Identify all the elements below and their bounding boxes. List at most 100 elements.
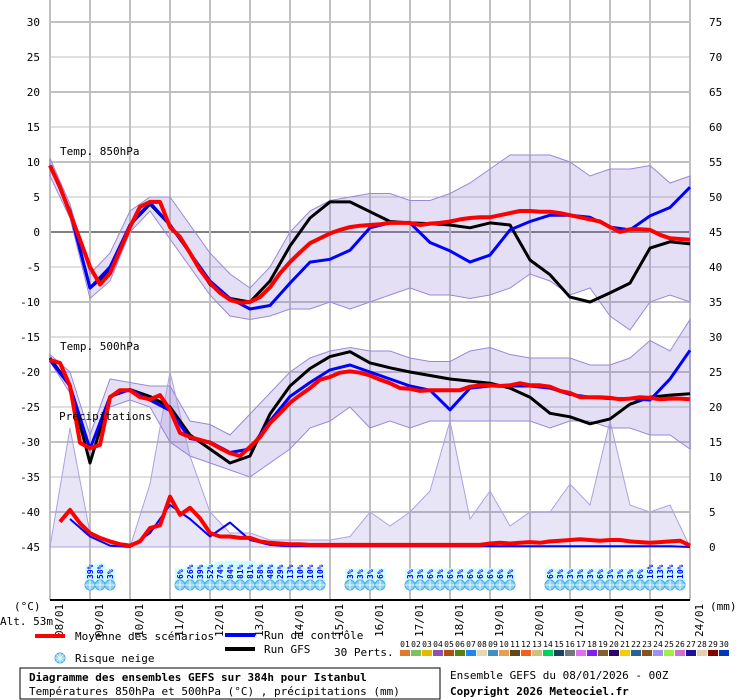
precip-mean-line [58,494,691,548]
snowflake-icon-arms [485,580,495,590]
snowflake-icon [274,579,286,591]
snowflake-icon-arms [275,580,285,590]
snow-risk-bar [545,568,555,583]
legend-perts-label: 30 Perts. [334,646,394,659]
snowflake-icon [104,579,116,591]
snowflake-icon-arms [195,580,205,590]
snowflake-icon [94,579,106,591]
legend-control-swatch [225,633,255,637]
perturbation-legend-swatch [510,650,520,656]
snowflake-icon [594,579,606,591]
snowflake-icon [424,579,436,591]
snow-risk-percent: 74% [216,564,225,579]
snow-risk-bar [615,568,625,583]
snowflake-icon [604,579,616,591]
snow-risk-bar [85,565,95,583]
left-axis-tick-label: -35 [20,471,40,484]
snow-risk-percent: 39% [86,564,95,579]
snow-risk-bar [555,568,565,583]
snowflake-icon-arms [345,580,355,590]
snowflake-icon [654,579,666,591]
snow-risk-percent: 13% [286,564,295,579]
snowflake-icon-arms [415,580,425,590]
snowflake-icon [624,579,636,591]
snow-risk-percent: 81% [236,564,245,579]
perturbation-legend-label: 06 [455,640,465,649]
snow-risk-percent: 26% [186,564,195,579]
snow-risk-bar [215,561,225,583]
legend-snow-label: Risque neige [75,652,154,665]
perturbation-legend-swatch [653,650,663,656]
snowflake-icon-arms [455,580,465,590]
snow-risk-percent: 16% [646,564,655,579]
snowflake-icon [214,579,226,591]
snow-risk-percent: 6% [376,569,385,579]
snowflake-icon [484,579,496,591]
x-axis-date-label: 20/01 [533,604,546,637]
snowflake-icon-arms [105,580,115,590]
snowflake-icon-arms [445,580,455,590]
snowflake-icon-arms [545,580,555,590]
snow-risk-bar [265,564,275,583]
snow-risk-percent: 13% [656,564,665,579]
x-axis-date-label: 17/01 [413,604,426,637]
snowflake-icon-arms [425,580,435,590]
left-axis-tick-label: -20 [20,366,40,379]
snowflake-icon [454,579,466,591]
snow-risk-bar [305,568,315,583]
left-axis-tick-label: -10 [20,296,40,309]
snowflake-icon [354,579,366,591]
snowflake-icon-arms [265,580,275,590]
snowflake-icon-arms [95,580,105,590]
snow-risk-bar [355,568,365,583]
snowflake-icon-arms [355,580,365,590]
snowflake-icon-arms [625,580,635,590]
snow-risk-percent: 3% [586,569,595,579]
perturbation-legend-label: 25 [664,640,674,649]
left-axis-tick-label: 15 [27,121,40,134]
snowflake-icon [174,579,186,591]
left-axis-tick-label: -25 [20,401,40,414]
right-axis-tick-label: 40 [709,261,722,274]
snow-risk-bar [275,566,285,583]
snow-risk-percent: 6% [176,569,185,579]
perturbation-legend-swatch [675,650,685,656]
snowflake-icon-arms [605,580,615,590]
x-axis-date-label: 16/01 [373,604,386,637]
t500-gfs-line [48,350,691,465]
right-axis-tick-label: 60 [709,121,722,134]
right-axis-tick-label: 5 [709,506,716,519]
x-axis-date-label: 19/01 [493,604,506,637]
snow-risk-percent: 3% [106,569,115,579]
snowflake-icon-arms [365,580,375,590]
left-axis-tick-label: -30 [20,436,40,449]
snowflake-icon [314,579,326,591]
left-axis-tick-label: -5 [27,261,40,274]
perturbation-legend-swatch [466,650,476,656]
snow-risk-percent: 84% [226,564,235,579]
snowflake-icon [644,579,656,591]
snowflake-icon-arms [665,580,675,590]
snowflake-icon [254,579,266,591]
snowflake-icon-arms [675,580,685,590]
left-axis-unit: (°C) [14,600,41,613]
snow-risk-bar [495,568,505,583]
perturbation-legend-label: 24 [653,640,663,649]
snow-risk-percent: 3% [416,569,425,579]
snow-risk-bar [595,568,605,583]
snow-risk-bar [455,568,465,583]
right-axis-tick-label: 0 [709,541,716,554]
snow-risk-percent: 10% [296,564,305,579]
snow-risk-percent: 6% [466,569,475,579]
x-axis-date-label: 15/01 [333,604,346,637]
t500-mean-line [49,358,691,458]
x-axis-date-label: 10/01 [133,604,146,637]
perturbation-legend-swatch [642,650,652,656]
snowflake-icon [284,579,296,591]
snowflake-icon [464,579,476,591]
snow-risk-bar [375,568,385,583]
title-box [19,667,441,700]
copyright: Copyright 2026 Meteociel.fr [450,685,629,698]
snowflake-icon [584,579,596,591]
snowflake-icon [54,652,66,664]
